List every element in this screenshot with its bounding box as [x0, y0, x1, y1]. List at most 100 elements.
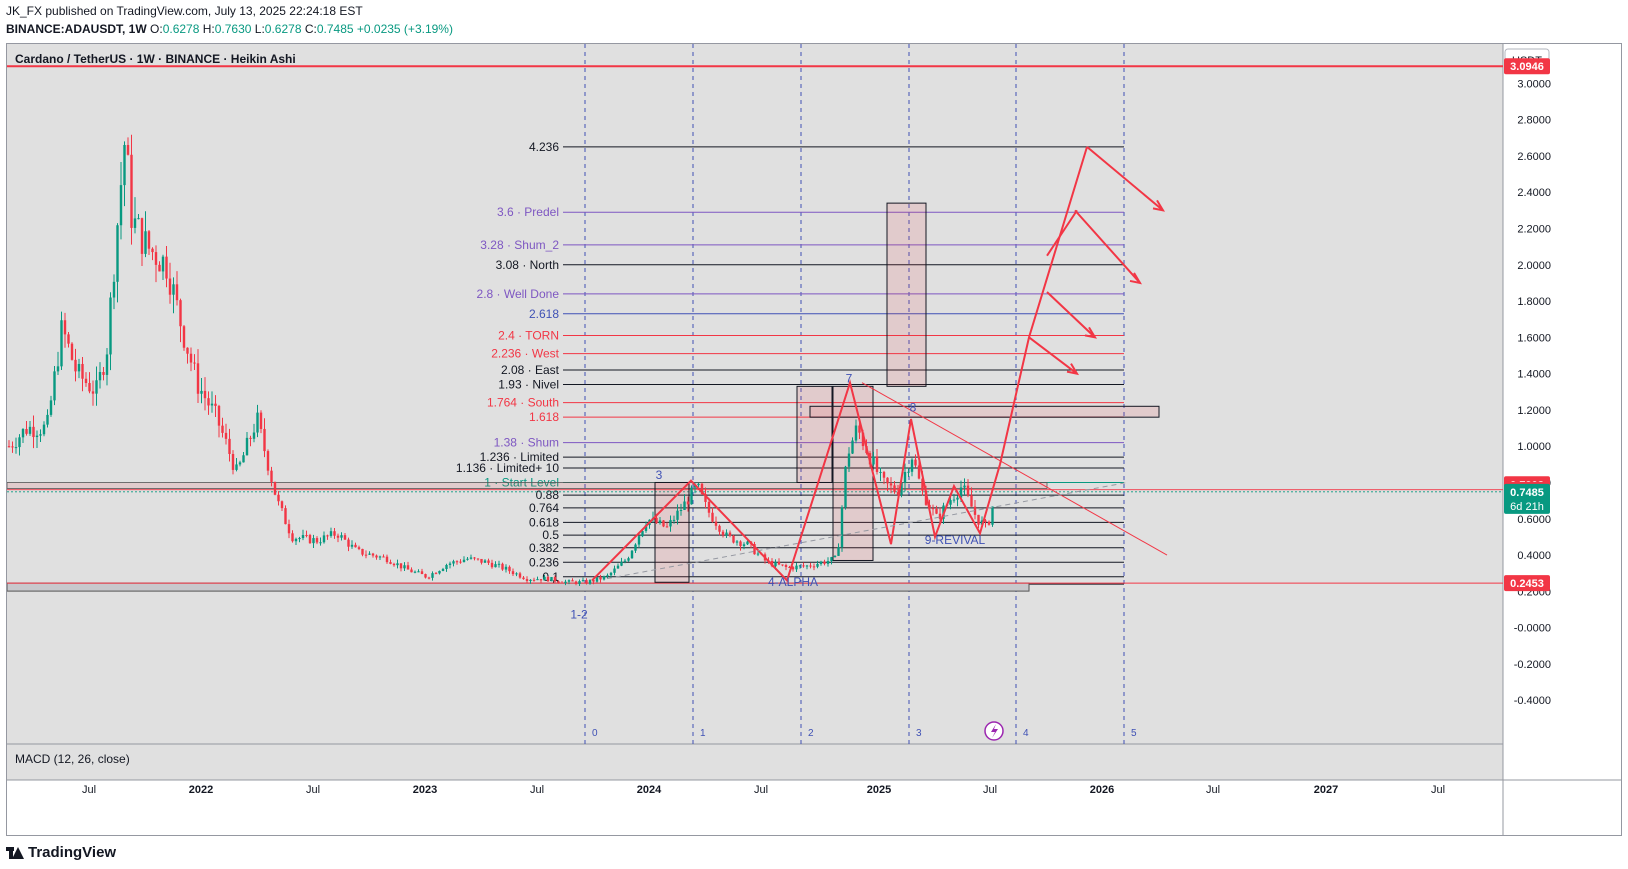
tradingview-brand[interactable]: TradingView — [6, 844, 116, 861]
wave-label: 3 — [656, 468, 663, 482]
candle-body — [14, 447, 18, 449]
candle-body — [420, 571, 424, 575]
lightning-icon[interactable] — [984, 721, 1004, 741]
candle-body — [581, 580, 585, 582]
chart-svg[interactable]: Cardano / TetherUS · 1W · BINANCE · Heik… — [6, 44, 1621, 835]
symbol-label[interactable]: BINANCE:ADAUSDT, 1W — [6, 22, 147, 36]
candle-body — [207, 398, 210, 406]
candle-body — [67, 334, 70, 344]
candle-body — [840, 507, 844, 548]
projection-branch — [1046, 209, 1078, 257]
y-tick-label: 1.6000 — [1517, 332, 1551, 344]
change-value: +0.0235 (+3.19%) — [356, 22, 453, 36]
candle-body — [847, 453, 851, 467]
candle-body — [585, 580, 588, 584]
candle-body — [315, 538, 319, 543]
candle-body — [627, 558, 630, 561]
candle-body — [676, 510, 679, 520]
x-axis-ticks: Jul 2022 Jul 2023 Jul 2024 Jul 2025 Jul 2026 Jul 20… — [82, 784, 1445, 796]
candle-body — [697, 483, 700, 486]
y-tick-label: -0.0000 — [1514, 623, 1551, 635]
candle-body — [413, 571, 417, 573]
chart-frame[interactable]: Cardano / TetherUS · 1W · BINANCE · Heik… — [6, 43, 1622, 836]
candle-body — [333, 531, 336, 536]
macd-pane[interactable] — [7, 744, 1503, 780]
candle-body — [991, 506, 994, 525]
x-tick-label: Jul — [306, 784, 320, 796]
candle-body — [91, 391, 95, 394]
fib-label: 0.618 — [529, 515, 559, 529]
candle-body — [578, 581, 581, 584]
candle-body — [102, 372, 105, 375]
candle-body — [693, 485, 697, 488]
candle-body — [497, 563, 501, 565]
candle-body — [266, 451, 270, 471]
candle-body — [441, 569, 445, 571]
x-tick-label: 2026 — [1090, 784, 1114, 796]
candle-body — [32, 426, 35, 438]
candle-body — [147, 231, 151, 249]
candle-body — [354, 544, 357, 548]
candle-body — [98, 372, 102, 381]
candle-body — [595, 577, 599, 582]
candle-body — [277, 494, 280, 502]
candle-body — [903, 471, 907, 483]
candle-body — [721, 531, 725, 536]
candle-body — [837, 547, 840, 556]
y-tick-label: 0.6000 — [1517, 514, 1551, 526]
candle-body — [487, 560, 490, 563]
candle-body — [672, 519, 676, 521]
candle-body — [532, 579, 536, 581]
x-tick-label: 2027 — [1314, 784, 1338, 796]
candle-body — [410, 569, 413, 573]
candle-body — [473, 557, 476, 559]
candle-body — [753, 544, 756, 555]
high-label: H: — [202, 22, 215, 36]
candle-body — [84, 378, 88, 384]
candle-body — [273, 481, 277, 495]
candle-body — [938, 513, 942, 519]
candle-body — [375, 555, 378, 558]
candle-body — [126, 144, 130, 155]
candle-body — [907, 471, 910, 473]
price-badge — [1504, 58, 1550, 75]
plot-area[interactable] — [7, 44, 1503, 744]
wave-label: 7 — [846, 372, 853, 386]
candle-body — [399, 563, 403, 569]
candle-body — [392, 563, 396, 566]
y-tick-label: -0.2000 — [1514, 659, 1551, 671]
candle-body — [718, 525, 721, 532]
candle-body — [819, 561, 823, 565]
candle-body — [168, 278, 172, 295]
candle-body — [434, 573, 438, 575]
candle-body — [522, 577, 525, 580]
candle-body — [308, 535, 312, 544]
candle-body — [60, 320, 63, 367]
candle-body — [224, 432, 228, 439]
tradingview-logo-icon — [6, 846, 24, 859]
publisher-line: JK_FX published on TradingView.com, July… — [6, 4, 363, 18]
candle-body — [641, 530, 644, 537]
candle-body — [984, 520, 987, 522]
candle-body — [662, 520, 665, 527]
candle-body — [469, 557, 473, 559]
fib-label: 2.08 · East — [501, 363, 560, 377]
x-tick-label: Jul — [82, 784, 96, 796]
candle-body — [795, 565, 798, 570]
y-tick-label: 2.4000 — [1517, 187, 1551, 199]
fib-label: 0.236 — [529, 555, 559, 569]
fib-label: 2.8 · Well Done — [477, 287, 560, 301]
x-tick-label: Jul — [530, 784, 544, 796]
candle-body — [557, 581, 560, 583]
price-badge-label: 0.2453 — [1510, 578, 1544, 590]
fib-label: 3.6 · Predel — [497, 205, 559, 219]
candle-body — [508, 566, 511, 572]
candle-body — [326, 535, 329, 537]
candle-body — [812, 566, 816, 568]
candle-body — [980, 520, 984, 525]
candle-body — [28, 426, 32, 434]
price-axis[interactable] — [1503, 44, 1621, 780]
candle-body — [340, 535, 343, 538]
candle-body — [371, 553, 375, 556]
candle-body — [200, 390, 203, 394]
